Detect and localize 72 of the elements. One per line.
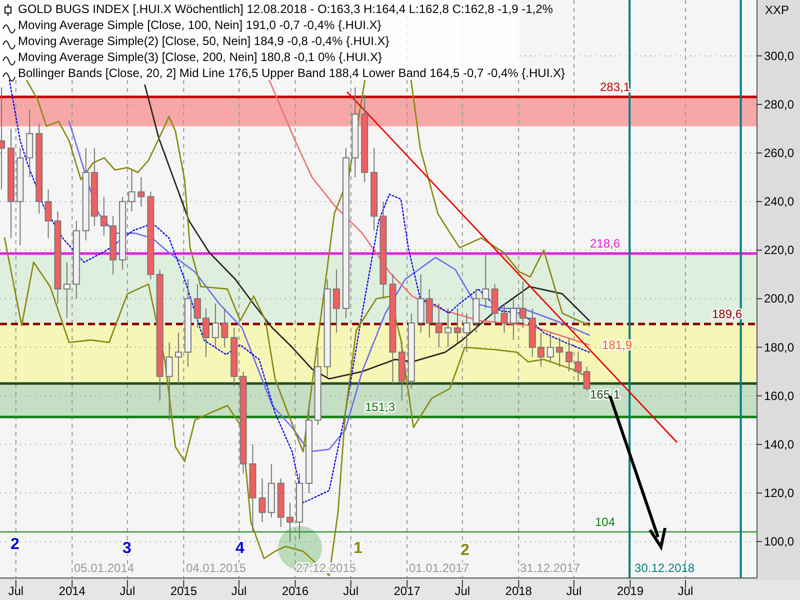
annotation: 31.12.2017: [520, 561, 580, 575]
annotation: 01.01.2017: [409, 561, 470, 575]
candlestick: [566, 337, 573, 372]
ref-line-label: 218,6: [590, 236, 620, 251]
y-tick-label: 160,0: [764, 388, 794, 403]
x-tick-label: 2014: [58, 584, 86, 598]
ref-line-label: 104: [595, 514, 616, 529]
x-tick-label: Jul: [120, 584, 136, 598]
candlestick: [500, 303, 508, 334]
annotation: 4: [236, 540, 245, 557]
annotation: Bollinger Bands [Close, 20, 2] Mid Line 176,5 Upper Band 188,4 Lower Band 164,5 -0,7 -0,4% {.HUI.X}: [18, 66, 566, 80]
candlestick: [510, 298, 517, 340]
annotation: 3: [122, 540, 132, 557]
x-tick-label: Jul: [343, 584, 359, 598]
y-tick-label: 220,0: [764, 243, 794, 258]
x-tick-label: 2017: [394, 584, 421, 598]
line-series: [68, 120, 590, 452]
annotation: Moving Average Simple(3) [Close, 200, Nein] 180,8 -0,1 0% {.HUI.X}: [18, 50, 382, 64]
annotation: 04.01.2015: [186, 561, 246, 575]
candlestick: [574, 352, 582, 382]
candlestick: [519, 281, 526, 328]
annotation: 2: [460, 542, 470, 559]
x-tick-label: 2019: [616, 584, 644, 598]
candlestick: [556, 337, 564, 368]
annotation: Moving Average Simple [Close, 100, Nein] 191,0 -0,7 -0,4% {.HUI.X}: [18, 18, 382, 32]
y-axis-title: XXP: [765, 3, 790, 17]
y-tick-label: 240,0: [764, 194, 794, 209]
candlestick: [435, 303, 442, 348]
x-tick-label: 2016: [282, 584, 309, 598]
x-tick-label: 2018: [505, 584, 532, 598]
line-series: [144, 84, 590, 380]
candlestick: [482, 252, 490, 309]
candlestick: [286, 502, 294, 542]
y-tick-label: 140,0: [764, 437, 794, 452]
ref-line-label: 165,1: [590, 387, 620, 402]
x-tick-label: Jul: [566, 584, 582, 598]
y-tick-label: 180,0: [764, 340, 794, 354]
candlestick: [174, 332, 182, 384]
candlestick: [63, 262, 70, 319]
y-tick-label: 120,0: [764, 486, 794, 500]
x-tick-label: Jul: [231, 584, 247, 598]
candlestick: [546, 332, 554, 362]
ref-line-label: 30.12.2018: [634, 561, 695, 575]
x-tick-label: Jul: [454, 584, 470, 598]
y-tick-label: 300,0: [764, 48, 794, 63]
y-tick-label: 260,0: [764, 146, 794, 160]
candlestick: [332, 269, 340, 334]
chart-title: GOLD BUGS INDEX [.HUI.X Wöchentlich] 12.08.2018 - O:163,3 H:164,4 L:162,8 C:162,8 -1,9 -1,2%: [18, 2, 554, 16]
y-tick-label: 200,0: [764, 292, 794, 306]
x-tick-label: Jul: [678, 584, 694, 598]
candlestick: [258, 478, 266, 523]
ref-line-label: 151,3: [365, 400, 396, 414]
x-tick-label: Jul: [8, 584, 24, 598]
x-tick-label: 2015: [170, 584, 198, 598]
candlestick: [128, 170, 136, 212]
annotation: 05.01.2014: [74, 561, 134, 575]
y-tick-label: 280,0: [764, 97, 794, 112]
candlestick: [100, 196, 108, 236]
line-series: [268, 79, 590, 346]
candlestick: [444, 308, 452, 348]
candlestick: [583, 366, 590, 392]
candlestick: [454, 308, 461, 343]
candlestick: [44, 188, 52, 238]
candlestick: [212, 303, 219, 348]
candlestick: [138, 176, 145, 207]
annotation: Moving Average Simple(2) [Close, 50, Nein] 184,9 -0,8 -0,4% {.HUI.X}: [18, 34, 390, 48]
y-tick-label: 100,0: [764, 534, 794, 549]
annotation: 2: [10, 536, 20, 553]
candlestick: [166, 342, 173, 421]
annotation: 1: [354, 540, 363, 557]
candlestick: [463, 312, 470, 353]
candlestick: [221, 308, 228, 348]
